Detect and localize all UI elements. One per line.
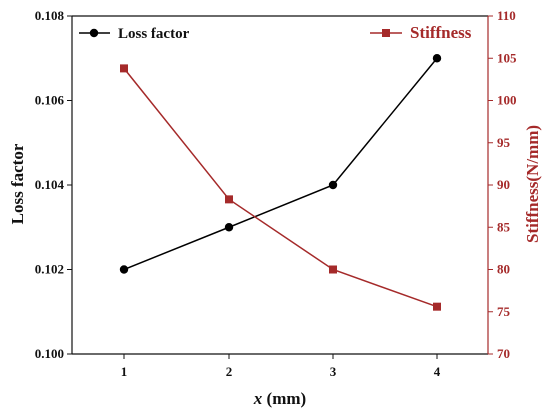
x-tick-label: 3 bbox=[330, 364, 337, 379]
y-right-axis-title: Stiffness(N/mm) bbox=[523, 125, 542, 243]
y-left-tick-label: 0.102 bbox=[35, 262, 64, 277]
y-left-tick-label: 0.104 bbox=[35, 177, 65, 192]
legend-loss-factor-label: Loss factor bbox=[118, 26, 190, 42]
x-axis-title: x (mm) bbox=[253, 389, 306, 408]
stiffness-point bbox=[120, 64, 128, 73]
loss-factor-point bbox=[224, 223, 234, 232]
x-axis-variable: x bbox=[253, 389, 263, 408]
y-left-tick-label: 0.108 bbox=[35, 8, 65, 23]
y-right-tick-label: 80 bbox=[497, 262, 510, 277]
x-axis-unit: (mm) bbox=[262, 389, 306, 408]
legend-loss-factor-marker bbox=[89, 28, 99, 38]
legend-stiffness-label: Stiffness bbox=[410, 23, 472, 42]
y-right-tick-label: 100 bbox=[497, 93, 517, 108]
stiffness-point bbox=[329, 265, 337, 274]
y-left-axis-title: Loss factor bbox=[8, 143, 27, 224]
stiffness-point bbox=[225, 195, 233, 204]
y-right-tick-label: 85 bbox=[497, 219, 511, 234]
y-right-tick-label: 90 bbox=[497, 177, 510, 192]
loss-factor-point bbox=[119, 265, 129, 274]
x-tick-label: 2 bbox=[226, 364, 233, 379]
y-right-tick-label: 110 bbox=[497, 8, 516, 23]
y-right-tick-label: 105 bbox=[497, 50, 517, 65]
y-left-tick-label: 0.100 bbox=[35, 346, 64, 361]
loss-factor-point bbox=[432, 54, 442, 63]
stiffness-series-line bbox=[123, 67, 438, 308]
legend-stiffness-marker bbox=[382, 29, 390, 37]
x-tick-label: 1 bbox=[121, 364, 128, 379]
y-right-tick-label: 95 bbox=[497, 135, 511, 150]
y-left-tick-label: 0.106 bbox=[35, 93, 65, 108]
y-right-tick-label: 75 bbox=[497, 304, 511, 319]
stiffness-point bbox=[433, 302, 441, 311]
x-tick-label: 4 bbox=[434, 364, 441, 379]
loss-factor-point bbox=[328, 180, 338, 190]
y-right-tick-label: 70 bbox=[497, 346, 510, 361]
loss-factor-series-line bbox=[123, 57, 438, 271]
